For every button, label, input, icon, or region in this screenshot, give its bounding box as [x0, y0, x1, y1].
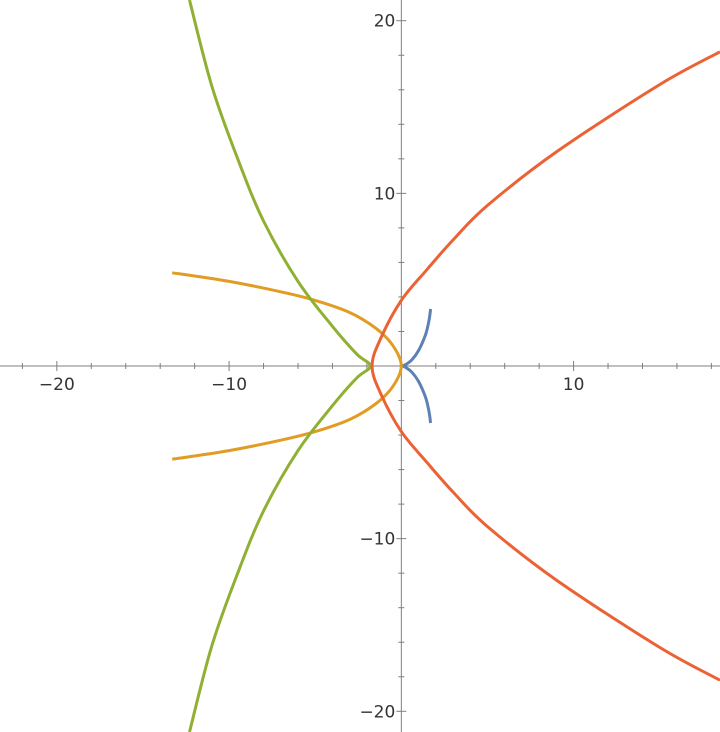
y-tick-label: 20 [374, 12, 396, 32]
curves [171, 0, 720, 732]
y-tick-label: −20 [359, 702, 395, 722]
x-tick-label: −10 [211, 375, 247, 395]
x-tick-label: −20 [39, 375, 75, 395]
y-tick-label: −10 [359, 530, 395, 550]
orange-curve [171, 271, 403, 461]
x-tick-label: 10 [563, 375, 585, 395]
tick-labels: −20 −10 10 20 10 −10 −20 [39, 12, 585, 723]
y-tick-label: 10 [374, 184, 396, 204]
red-curve [370, 50, 720, 682]
green-curve [188, 0, 372, 732]
